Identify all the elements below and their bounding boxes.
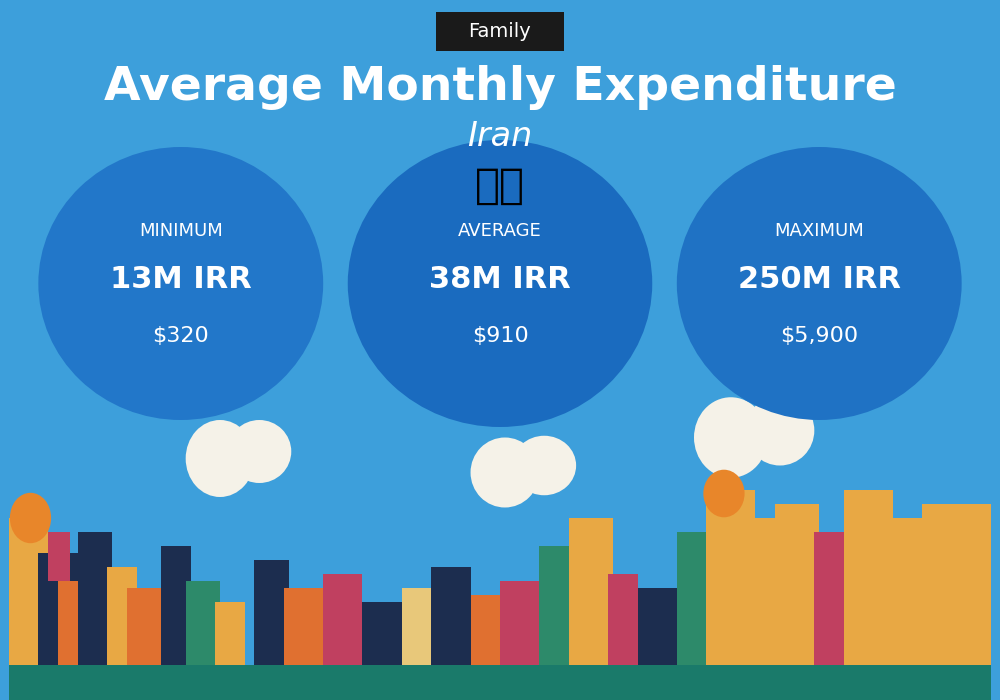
Bar [677, 532, 716, 672]
Text: 250M IRR: 250M IRR [738, 265, 901, 295]
Ellipse shape [677, 147, 962, 420]
Text: Average Monthly Expenditure: Average Monthly Expenditure [104, 65, 896, 110]
Ellipse shape [227, 420, 291, 483]
Text: MINIMUM: MINIMUM [139, 222, 223, 240]
Text: Family: Family [469, 22, 531, 41]
Ellipse shape [703, 470, 745, 517]
Bar [9, 665, 991, 700]
FancyBboxPatch shape [436, 12, 564, 51]
Text: $910: $910 [472, 326, 528, 346]
Ellipse shape [38, 147, 323, 420]
Bar [9, 518, 48, 672]
Text: 13M IRR: 13M IRR [110, 265, 252, 295]
Bar [186, 581, 220, 672]
Bar [844, 490, 893, 672]
Bar [471, 595, 510, 672]
Bar [608, 574, 638, 672]
Bar [78, 532, 112, 672]
Bar [706, 490, 755, 672]
Bar [883, 518, 927, 672]
Text: Iran: Iran [467, 120, 533, 153]
Text: 🇮🇷: 🇮🇷 [475, 164, 525, 206]
Bar [38, 553, 78, 672]
Ellipse shape [746, 395, 814, 466]
Bar [539, 546, 579, 672]
Bar [48, 532, 70, 581]
Bar [775, 504, 819, 672]
Bar [362, 602, 402, 672]
Bar [254, 560, 289, 672]
Bar [58, 581, 87, 672]
Ellipse shape [348, 140, 652, 427]
Bar [215, 602, 245, 672]
Ellipse shape [694, 398, 768, 477]
Bar [107, 567, 137, 672]
Bar [323, 574, 362, 672]
Text: $5,900: $5,900 [780, 326, 858, 346]
Bar [814, 532, 854, 672]
Bar [638, 588, 677, 672]
Bar [746, 518, 785, 672]
Ellipse shape [10, 493, 51, 543]
Bar [569, 518, 613, 672]
Bar [500, 581, 539, 672]
Ellipse shape [512, 435, 576, 496]
Bar [161, 546, 191, 672]
Bar [284, 588, 323, 672]
Bar [431, 567, 471, 672]
Text: AVERAGE: AVERAGE [458, 222, 542, 240]
Ellipse shape [471, 438, 539, 508]
Bar [922, 504, 991, 672]
Text: 38M IRR: 38M IRR [429, 265, 571, 295]
Text: $320: $320 [152, 326, 209, 346]
Bar [127, 588, 166, 672]
Ellipse shape [186, 420, 254, 497]
Bar [402, 588, 431, 672]
Text: MAXIMUM: MAXIMUM [774, 222, 864, 240]
